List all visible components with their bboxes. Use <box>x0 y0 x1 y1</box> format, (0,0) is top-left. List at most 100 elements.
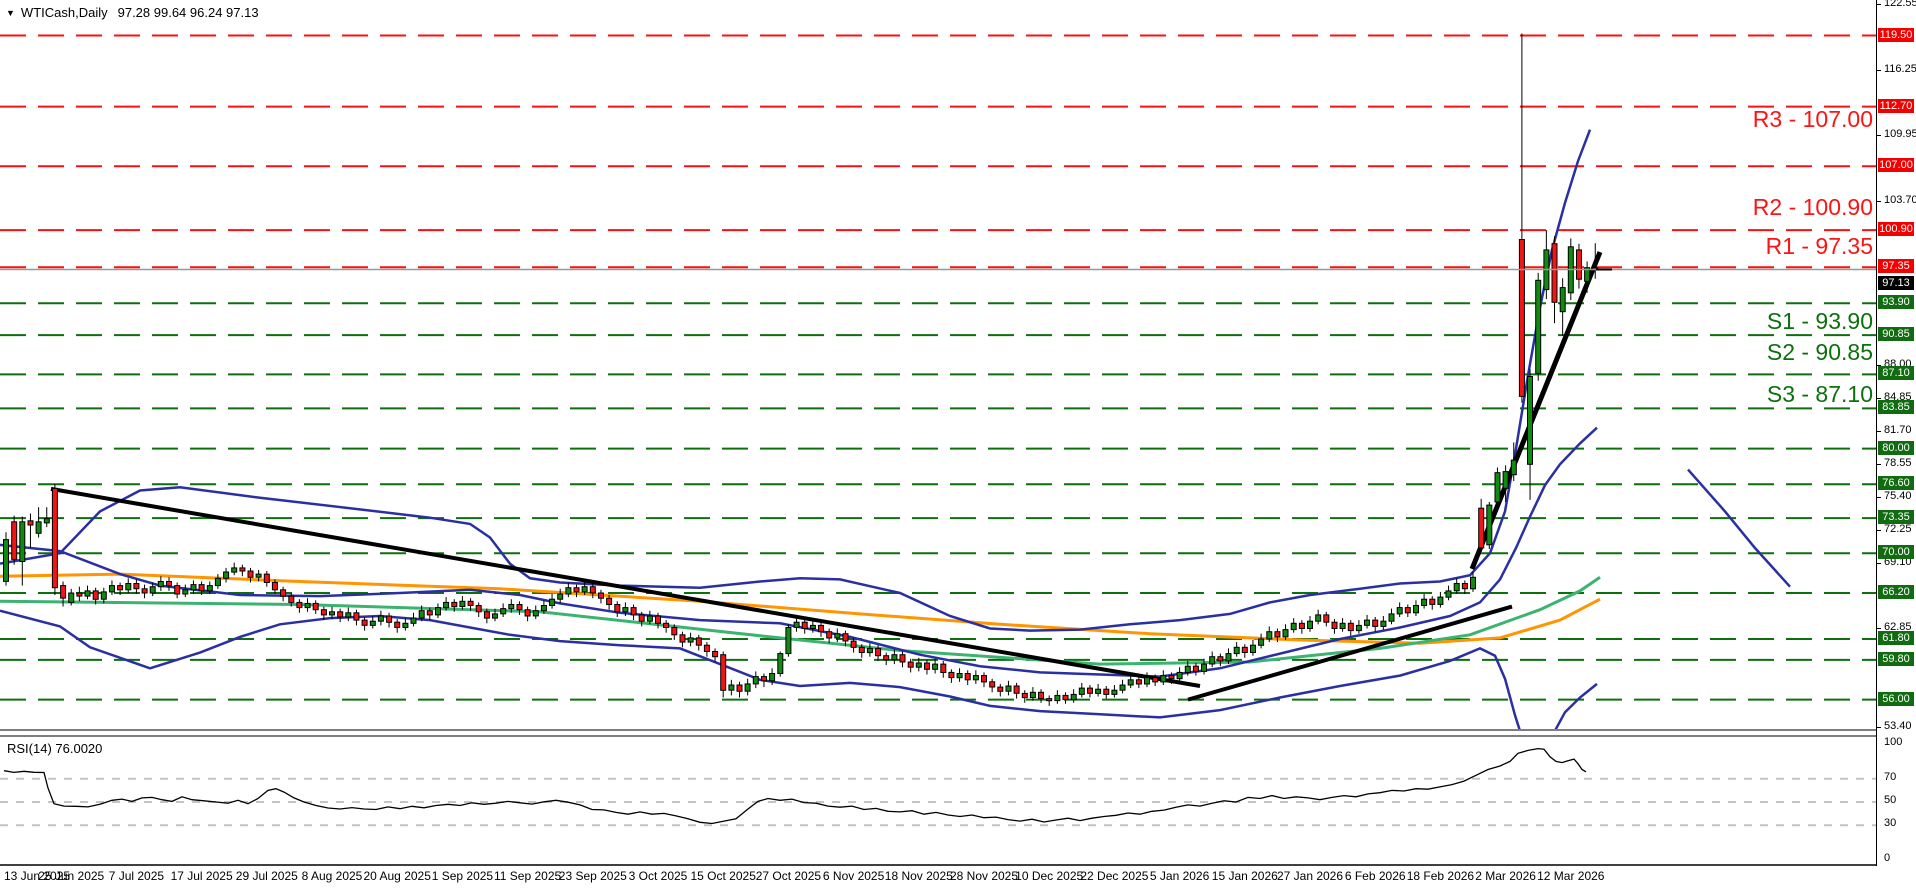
price-tick-label: 116.25 <box>1884 62 1916 75</box>
candle <box>1029 687 1036 701</box>
candle <box>972 670 979 684</box>
candle <box>671 624 678 640</box>
ascending-trendline-steep <box>1469 251 1603 570</box>
main-price-chart-canvas[interactable] <box>0 0 1876 731</box>
candle <box>809 620 816 633</box>
candle <box>271 579 278 594</box>
price-tick-mark <box>1877 562 1881 564</box>
candle <box>92 587 99 605</box>
candle <box>337 608 344 623</box>
price-tick-label: 122.55 <box>1884 0 1916 9</box>
candle <box>1184 660 1191 676</box>
candle <box>1331 619 1338 634</box>
candle <box>1217 653 1224 667</box>
candle <box>223 567 230 583</box>
price-tick-label: 75.40 <box>1884 489 1912 502</box>
candle <box>76 586 83 602</box>
candle <box>1461 580 1468 594</box>
candle <box>1225 648 1232 665</box>
symbol-dropdown-arrow-icon[interactable]: ▼ <box>6 8 15 18</box>
candle <box>655 612 661 629</box>
rsi-panel-canvas[interactable] <box>0 737 1876 866</box>
candle <box>451 599 458 612</box>
date-label: 15 Jan 2026 <box>1211 869 1278 883</box>
resistance-label-r2: R2 - 100.90 <box>1752 194 1873 220</box>
resistance-label-r1: R1 - 97.35 <box>1765 233 1873 259</box>
candle <box>1518 33 1525 403</box>
candle <box>1380 616 1387 630</box>
candle <box>157 576 164 591</box>
price-tick-mark <box>1877 135 1881 137</box>
candle <box>247 567 254 583</box>
candle <box>329 606 335 620</box>
panel-divider[interactable] <box>0 729 1876 737</box>
candle <box>280 586 287 602</box>
candles-group <box>3 33 1599 706</box>
time-axis[interactable]: 13 Jun 2025 25 Jun 2025 7 Jul 2025 17 Jul 2… <box>0 866 1876 888</box>
candle <box>1046 695 1053 706</box>
candle <box>581 581 588 595</box>
candle <box>263 571 270 587</box>
candle <box>1355 620 1362 634</box>
candle <box>386 612 393 628</box>
candle <box>206 581 213 594</box>
candle <box>435 603 441 619</box>
candle <box>296 599 303 613</box>
candle <box>524 606 531 622</box>
candle <box>1421 594 1428 609</box>
price-tick-mark <box>1877 496 1881 498</box>
rsi-scale-label: 0 <box>1884 852 1891 864</box>
fast-ma-line <box>0 576 1601 666</box>
candle <box>663 620 670 633</box>
chart-title: ▼ WTICash,Daily 97.28 99.64 96.24 97.13 <box>6 5 259 20</box>
candle <box>948 669 955 683</box>
price-tick-mark <box>1877 69 1881 71</box>
candle <box>1233 642 1240 657</box>
candle <box>1396 602 1403 617</box>
candle <box>695 634 702 651</box>
date-label: 10 Dec 2025 <box>1015 869 1084 883</box>
candle <box>989 678 996 693</box>
candle <box>1347 620 1354 636</box>
date-label: 18 Nov 2025 <box>884 869 953 883</box>
candle <box>1413 600 1419 616</box>
date-label: 28 Nov 2025 <box>949 869 1019 883</box>
candle <box>630 604 637 621</box>
candle <box>1054 690 1061 704</box>
price-tick-label: 103.70 <box>1884 193 1916 206</box>
date-label: 25 Jun 2025 <box>38 869 105 883</box>
candle <box>1241 644 1248 658</box>
candle <box>190 580 197 594</box>
support-label-s3: S3 - 87.10 <box>1766 381 1873 407</box>
candle <box>369 616 376 629</box>
candle <box>109 580 115 595</box>
rsi-panel-bg <box>0 737 1876 865</box>
rsi-indicator-label: RSI(14) 76.0020 <box>7 741 103 756</box>
candle <box>858 644 865 658</box>
candle <box>500 603 507 617</box>
candle <box>1258 633 1265 649</box>
bollinger-middle-band <box>0 426 1598 678</box>
price-tick-mark <box>1877 627 1881 629</box>
candle <box>924 659 930 675</box>
candle <box>1445 585 1452 601</box>
resistance-price-badge: 112.70 <box>1878 98 1914 113</box>
price-axis[interactable]: 122.55 116.25 109.95 103.70 88.00 84.85 81.70 7… <box>1876 0 1916 866</box>
candle <box>1144 672 1150 688</box>
bollinger-upper-band <box>0 129 1592 632</box>
price-tick-mark <box>1877 726 1881 728</box>
candle <box>891 649 898 665</box>
candle <box>27 513 34 548</box>
date-label: 22 Dec 2025 <box>1080 869 1149 883</box>
rsi-scale-label: 50 <box>1884 794 1897 806</box>
candle <box>1135 676 1142 689</box>
date-label: 1 Sep 2025 <box>431 869 494 883</box>
candle <box>1576 243 1582 289</box>
candle <box>1078 682 1085 698</box>
date-label: 12 Mar 2026 <box>1537 869 1605 883</box>
candle <box>60 581 67 607</box>
candle <box>573 584 580 598</box>
rsi-scale-label: 100 <box>1884 736 1903 748</box>
candle <box>483 608 490 624</box>
candle <box>345 607 352 622</box>
